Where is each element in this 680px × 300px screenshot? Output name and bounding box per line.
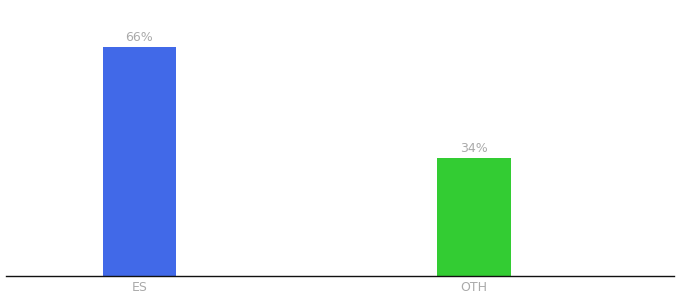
Text: 66%: 66% bbox=[125, 31, 153, 44]
Bar bbox=[103, 47, 176, 276]
Text: 34%: 34% bbox=[460, 142, 488, 154]
Bar bbox=[437, 158, 511, 276]
